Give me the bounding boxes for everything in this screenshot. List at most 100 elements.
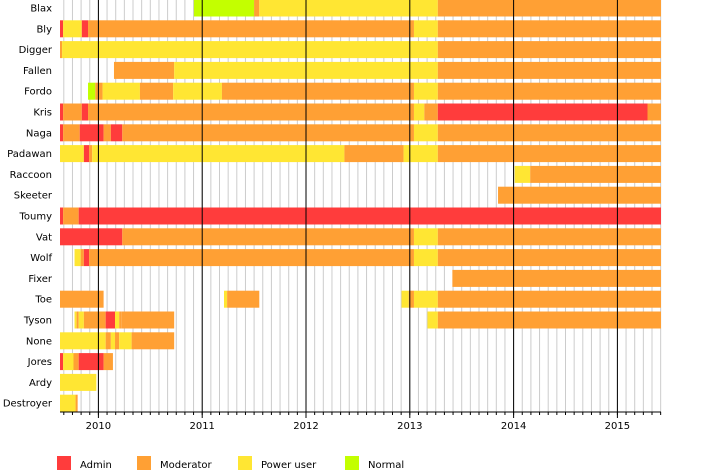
bar-segment-toumy-admin — [78, 207, 661, 225]
bar-segment-naga-admin — [110, 124, 123, 142]
bar-segment-fordo-moderator — [95, 82, 103, 100]
bar-segment-bly-moderator — [437, 20, 661, 38]
bar-segment-kris-moderator — [424, 103, 438, 121]
bar-segment-tyson-moderator — [83, 311, 106, 329]
bar-segment-none-moderator — [115, 332, 120, 350]
bar-segment-tyson-poweruser — [74, 311, 77, 329]
bar-segment-digger-poweruser — [62, 41, 438, 59]
bar-segment-fixer-moderator — [452, 269, 661, 287]
bar-segment-fordo-moderator — [221, 82, 414, 100]
x-tick-label: 2013 — [397, 421, 422, 432]
row-label: Fixer — [28, 274, 53, 285]
bar-segment-fordo-poweruser — [102, 82, 140, 100]
bar-segment-destroyer-poweruser — [60, 394, 76, 412]
bar-segment-kris-admin — [81, 103, 89, 121]
legend-label-moderator: Moderator — [160, 460, 213, 471]
row-label: Vat — [36, 232, 52, 243]
bar-segment-none-poweruser — [60, 332, 106, 350]
legend-label-admin: Admin — [80, 460, 112, 471]
bar-segment-naga-admin — [60, 124, 64, 142]
bar-segment-toe-poweruser — [224, 290, 228, 308]
legend-swatch-moderator — [137, 456, 151, 470]
row-label: Padawan — [7, 149, 52, 160]
x-tick-label: 2014 — [501, 421, 526, 432]
bar-segment-jores-admin — [60, 353, 64, 371]
bar-segment-bly-moderator — [88, 20, 414, 38]
row-label: Skeeter — [14, 191, 53, 202]
bar-segment-none-moderator — [105, 332, 111, 350]
bar-segment-ardy-poweruser — [60, 373, 97, 391]
bar-segment-bly-admin — [81, 20, 89, 38]
row-label: Ardy — [29, 378, 52, 389]
bar-segment-none-poweruser — [119, 332, 132, 350]
legend-swatch-admin — [57, 456, 71, 470]
row-label: Fordo — [24, 87, 52, 98]
grid — [63, 0, 662, 412]
legend: Admin Moderator Power user Normal — [57, 456, 404, 471]
bar-segment-toumy-moderator — [63, 207, 79, 225]
row-label: Bly — [36, 24, 52, 35]
bar-segment-naga-moderator — [437, 124, 661, 142]
bar-segment-kris-poweruser — [413, 103, 425, 121]
bar-segment-toumy-admin — [60, 207, 64, 225]
bar-segment-naga-poweruser — [413, 124, 438, 142]
x-tick-label: 2012 — [293, 421, 318, 432]
row-label: None — [26, 336, 52, 347]
bar-segment-blax-normal — [193, 0, 255, 17]
bar-segment-kris-moderator — [647, 103, 661, 121]
bar-segment-tyson-poweruser — [427, 311, 438, 329]
row-label: Naga — [26, 128, 52, 139]
bars — [60, 0, 661, 412]
year-lines — [97, 0, 618, 412]
bar-segment-vat-moderator — [437, 228, 661, 246]
bar-segment-blax-moderator — [254, 0, 260, 17]
bar-segment-jores-poweruser — [63, 353, 74, 371]
row-label: Kris — [33, 108, 52, 119]
bar-segment-none-moderator — [131, 332, 175, 350]
bar-segment-digger-moderator — [437, 41, 661, 59]
bar-segment-padawan-admin — [83, 145, 90, 163]
bar-segment-tyson-moderator — [437, 311, 661, 329]
bar-segment-naga-moderator — [122, 124, 414, 142]
legend-swatch-poweruser — [238, 456, 252, 470]
bar-segment-bly-poweruser — [413, 20, 438, 38]
bar-segment-fallen-moderator — [113, 61, 175, 79]
bar-segment-bly-admin — [60, 20, 64, 38]
bar-segment-naga-moderator — [103, 124, 111, 142]
bar-segment-padawan-poweruser — [92, 145, 345, 163]
bar-segment-tyson-moderator — [76, 311, 79, 329]
bar-segment-kris-admin — [437, 103, 648, 121]
bar-segment-kris-moderator — [88, 103, 414, 121]
row-label: Raccoon — [10, 170, 52, 181]
x-tick-label: 2011 — [189, 421, 214, 432]
bar-segment-jores-moderator — [103, 353, 113, 371]
bar-segment-vat-moderator — [122, 228, 414, 246]
legend-swatch-normal — [345, 456, 359, 470]
bar-segment-toe-moderator — [408, 290, 414, 308]
bar-segment-padawan-moderator — [344, 145, 404, 163]
bar-segment-skeeter-moderator — [498, 186, 661, 204]
bar-segment-toe-poweruser — [413, 290, 438, 308]
bar-segment-wolf-moderator — [80, 249, 84, 267]
row-label: Destroyer — [3, 399, 53, 410]
row-labels: Blax Bly Digger Fallen Fordo Kris Naga Padawan R… — [3, 4, 53, 410]
bar-segment-wolf-poweruser — [413, 249, 438, 267]
bar-segment-tyson-poweruser — [115, 311, 120, 329]
bar-segment-blax-moderator — [437, 0, 661, 17]
bar-segment-jores-moderator — [73, 353, 79, 371]
bar-segment-wolf-moderator — [89, 249, 414, 267]
bar-segment-fallen-moderator — [437, 61, 661, 79]
bar-segment-kris-moderator — [63, 103, 82, 121]
bar-segment-tyson-admin — [105, 311, 116, 329]
bar-segment-wolf-moderator — [437, 249, 661, 267]
bar-segment-padawan-moderator — [437, 145, 661, 163]
row-label: Wolf — [30, 253, 52, 264]
bar-segment-raccoon-moderator — [530, 165, 661, 183]
bar-segment-padawan-moderator — [89, 145, 93, 163]
bar-segment-destroyer-moderator — [75, 394, 78, 412]
x-tick-label: 2015 — [605, 421, 630, 432]
legend-label-normal: Normal — [368, 460, 404, 471]
bar-segment-jores-admin — [78, 353, 104, 371]
row-label: Blax — [30, 4, 52, 15]
